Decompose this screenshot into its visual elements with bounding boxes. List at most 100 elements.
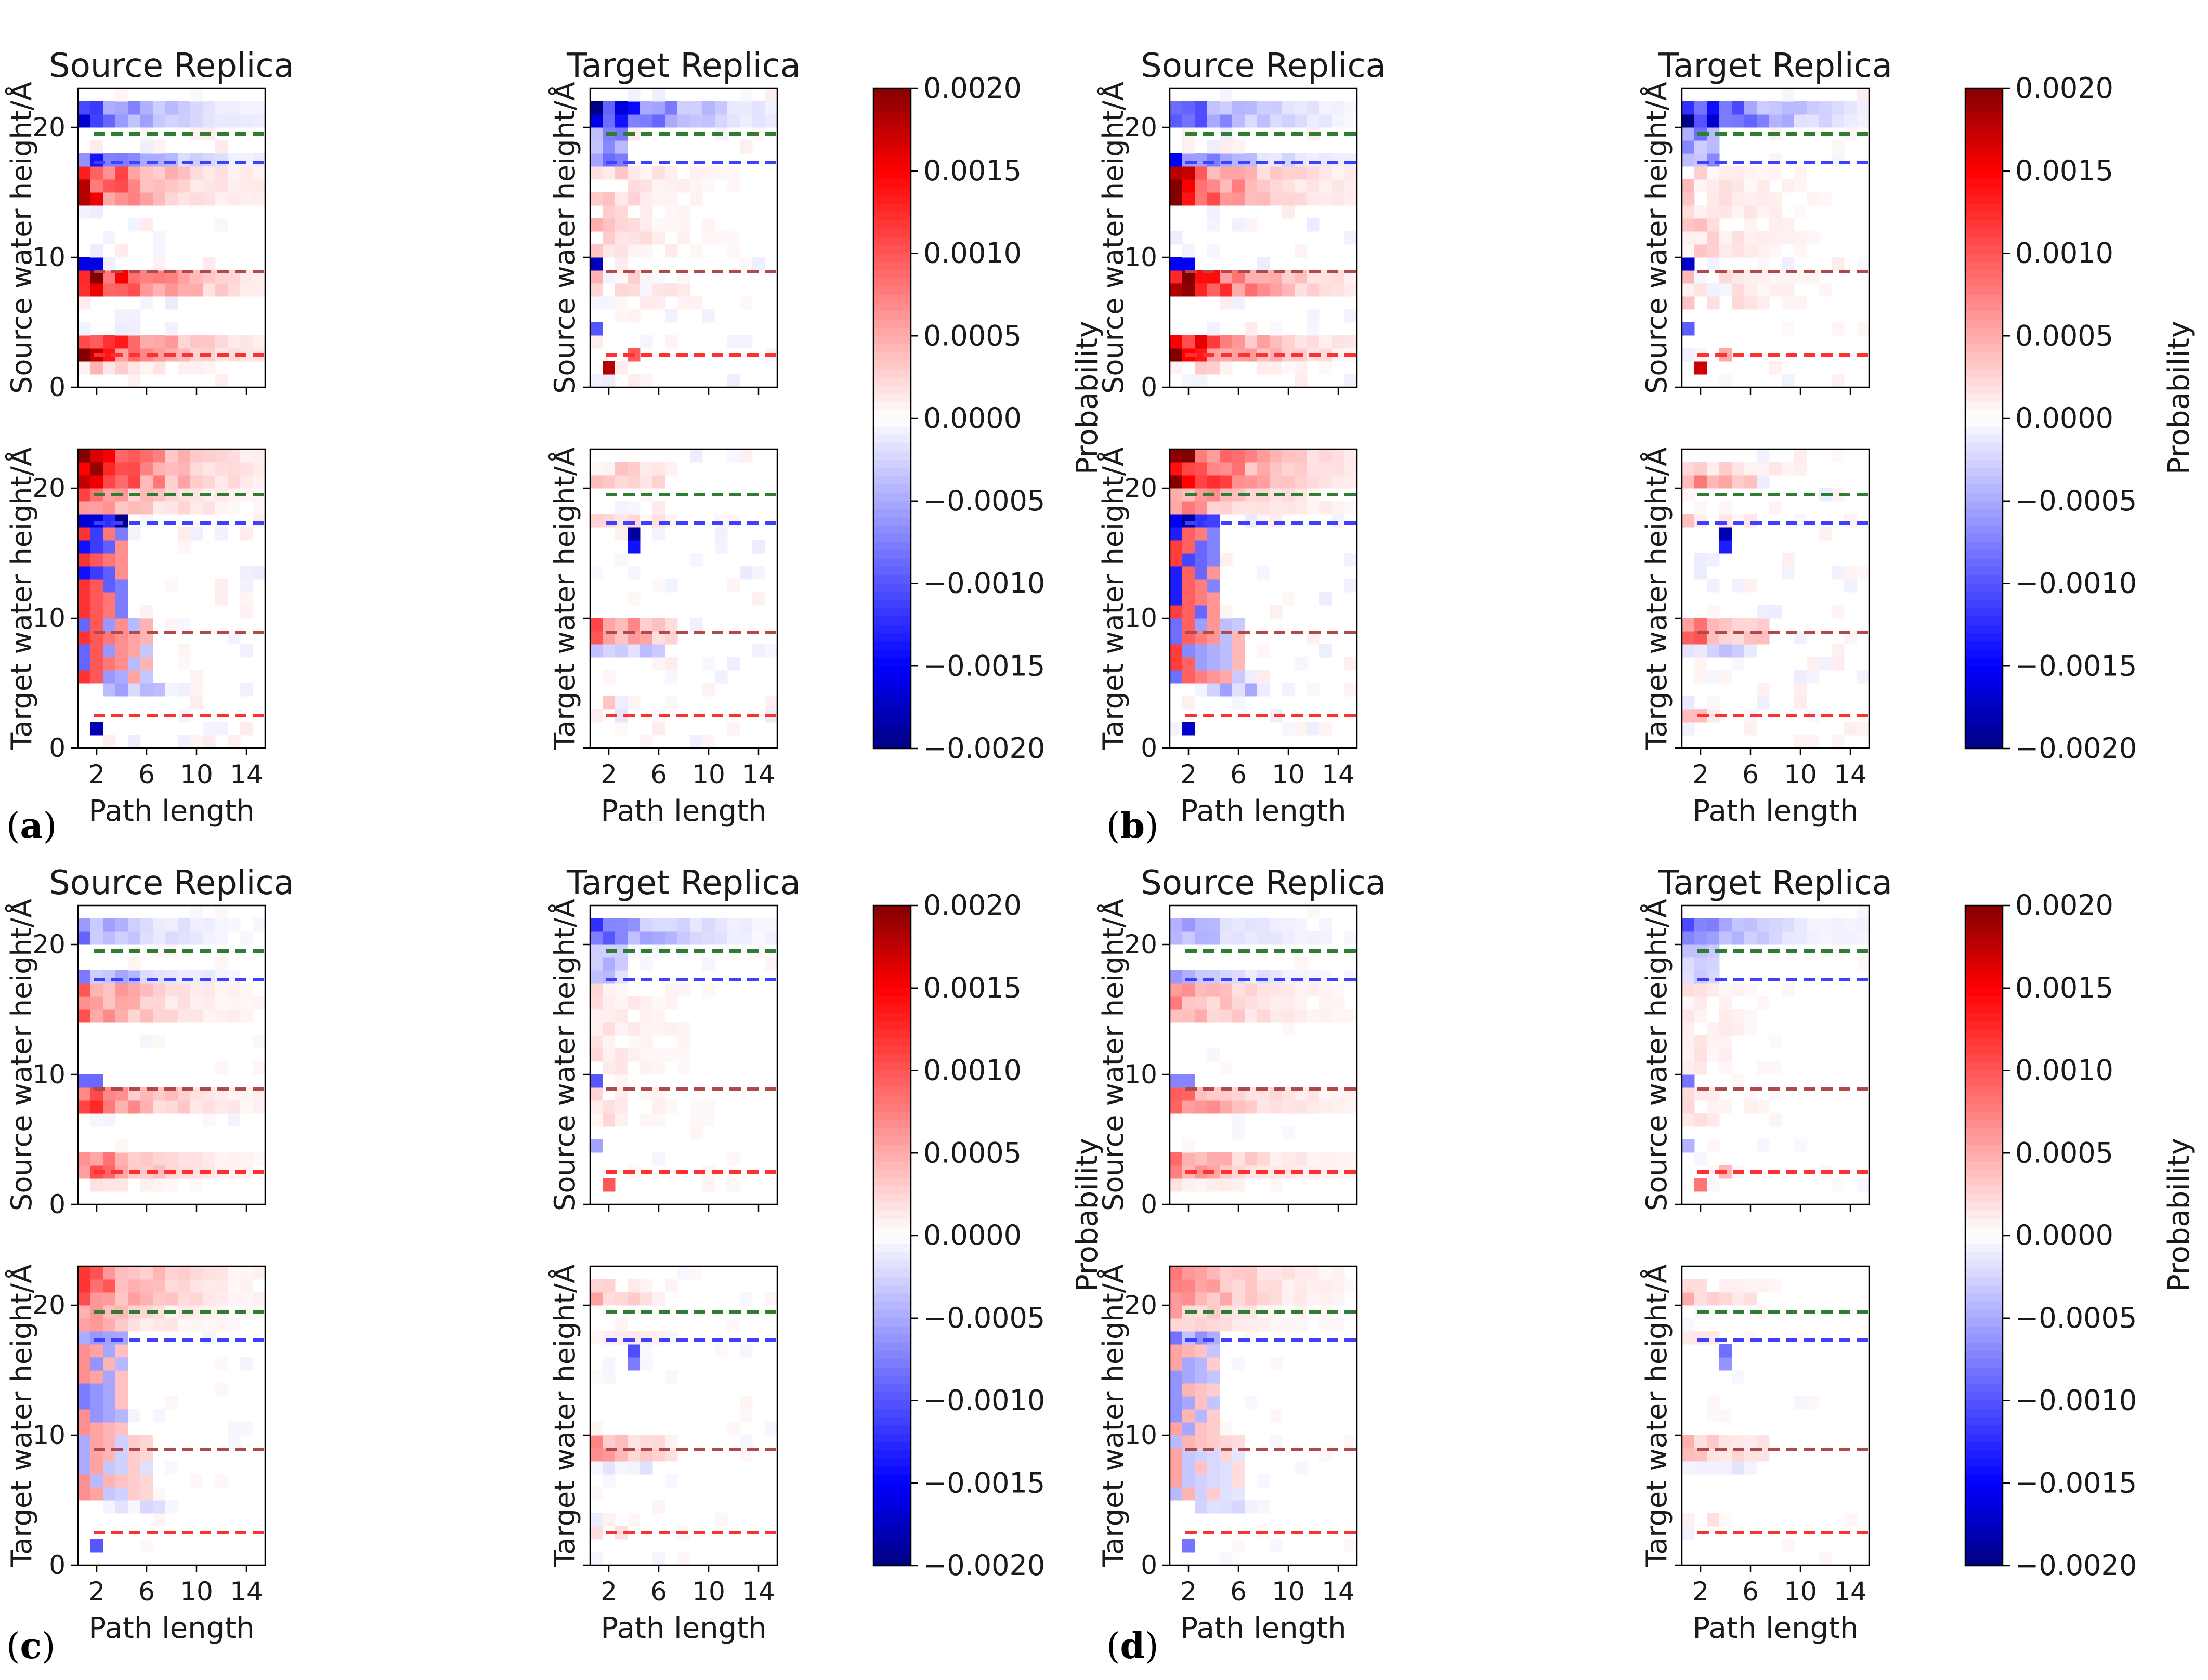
heatmap-cell [228,501,241,515]
heatmap-cell [1257,1474,1270,1488]
heatmap-cell [1220,140,1233,154]
heatmap-cell [1182,1422,1195,1436]
heatmap-cell [1682,205,1695,219]
heatmap-cell [1282,996,1295,1010]
heatmap-cell [590,1435,603,1449]
heatmap-cell [1832,735,1845,749]
heatmap-cell [1744,192,1757,206]
heatmap-cell [690,1100,703,1114]
heatmap-cell [1857,257,1870,271]
y-axis-label: Source water height/Å [1096,82,1130,394]
heatmap-cell [652,283,665,297]
heatmap-cell [103,1474,116,1488]
heatmap-cell [1270,996,1283,1010]
heatmap-cell [1794,101,1807,115]
heatmap-cell [115,1292,128,1306]
colorbar-segment [873,633,911,642]
heatmap-cell [1195,179,1208,193]
heatmap-cell [1182,918,1195,932]
heatmap-cell [740,566,753,580]
heatmap-cell [1719,244,1732,258]
heatmap-cell [1707,1178,1720,1192]
heatmap-cell [228,101,241,115]
heatmap-cell [253,153,266,167]
heatmap-cell [665,579,678,593]
heatmap-cell [1844,101,1857,115]
heatmap-cell [1295,1292,1308,1306]
heatmap-cell [90,1279,103,1293]
colorbar-segment [1965,1450,2003,1459]
heatmap-cell [190,153,203,167]
heatmap-cell [103,1357,116,1371]
heatmap-cell [640,1009,653,1023]
heatmap-cell [640,1357,653,1371]
colorbar-segment [1965,1153,2003,1162]
heatmap-cell [1207,1500,1220,1514]
heatmap-cell [1719,231,1732,245]
heatmap-cell [1220,644,1233,658]
heatmap-cell [240,527,253,541]
colorbar-segment [873,1170,911,1178]
colorbar-segment [1965,1177,2003,1187]
x-tick-label: 14 [742,1577,775,1607]
heatmap-cell [1232,192,1245,206]
heatmap-cell [1220,1279,1233,1293]
heatmap-cell [178,618,191,632]
heatmap-cell [165,1461,178,1475]
heatmap-cell [115,514,128,528]
heatmap-cell [727,918,740,932]
heatmap-cell [1170,462,1183,476]
heatmap-cell [90,114,103,128]
heatmap-cell [203,1266,216,1280]
heatmap-cell [215,1279,228,1293]
heatmap-cell [115,192,128,206]
heatmap-cell [1794,918,1807,932]
heatmap-cell [1207,114,1220,128]
heatmap-cell [90,283,103,297]
heatmap-cell [615,514,628,528]
heatmap-cell [603,140,616,154]
heatmap-cell [1682,1318,1695,1332]
heatmap-cell [128,166,141,180]
heatmap-cell [178,462,191,476]
heatmap-cell [1207,918,1220,932]
colorbar-segment [1965,187,2003,196]
heatmap-cell [1782,462,1795,476]
heatmap-cell [628,231,641,245]
heatmap-cell [603,957,616,971]
heatmap-cell [1195,1100,1208,1114]
heatmap-cell [1257,1100,1270,1114]
heatmap-cell [1257,566,1270,580]
heatmap-cell [1220,1422,1233,1436]
heatmap-cell [1257,501,1270,515]
heatmap-cell [1295,374,1308,388]
heatmap-cell [140,166,153,180]
heatmap-cell [1819,657,1832,671]
heatmap-cell [140,192,153,206]
heatmap-cell [1207,205,1220,219]
y-tick-label: 10 [32,242,66,272]
colorbar-segment [1965,146,2003,155]
heatmap-cell [115,1318,128,1332]
heatmap-cell [115,1409,128,1423]
heatmap-cell [1295,462,1308,476]
heatmap-cell [1195,514,1208,528]
x-tick-label: 10 [692,759,725,790]
colorbar-segment [1965,624,2003,634]
heatmap-cell [203,735,216,749]
heatmap-cell [1707,970,1720,984]
heatmap-cell [115,1500,128,1514]
heatmap-cell [628,644,641,658]
heatmap-cell [190,1279,203,1293]
heatmap-cell [1170,179,1183,193]
colorbar-segment [873,1219,911,1228]
heatmap-cell [1319,501,1332,515]
heatmap-cell [590,166,603,180]
heatmap-cell [1344,1435,1357,1449]
heatmap-cell [740,257,753,271]
heatmap-cell [253,475,266,489]
heatmap-cell [1232,983,1245,997]
